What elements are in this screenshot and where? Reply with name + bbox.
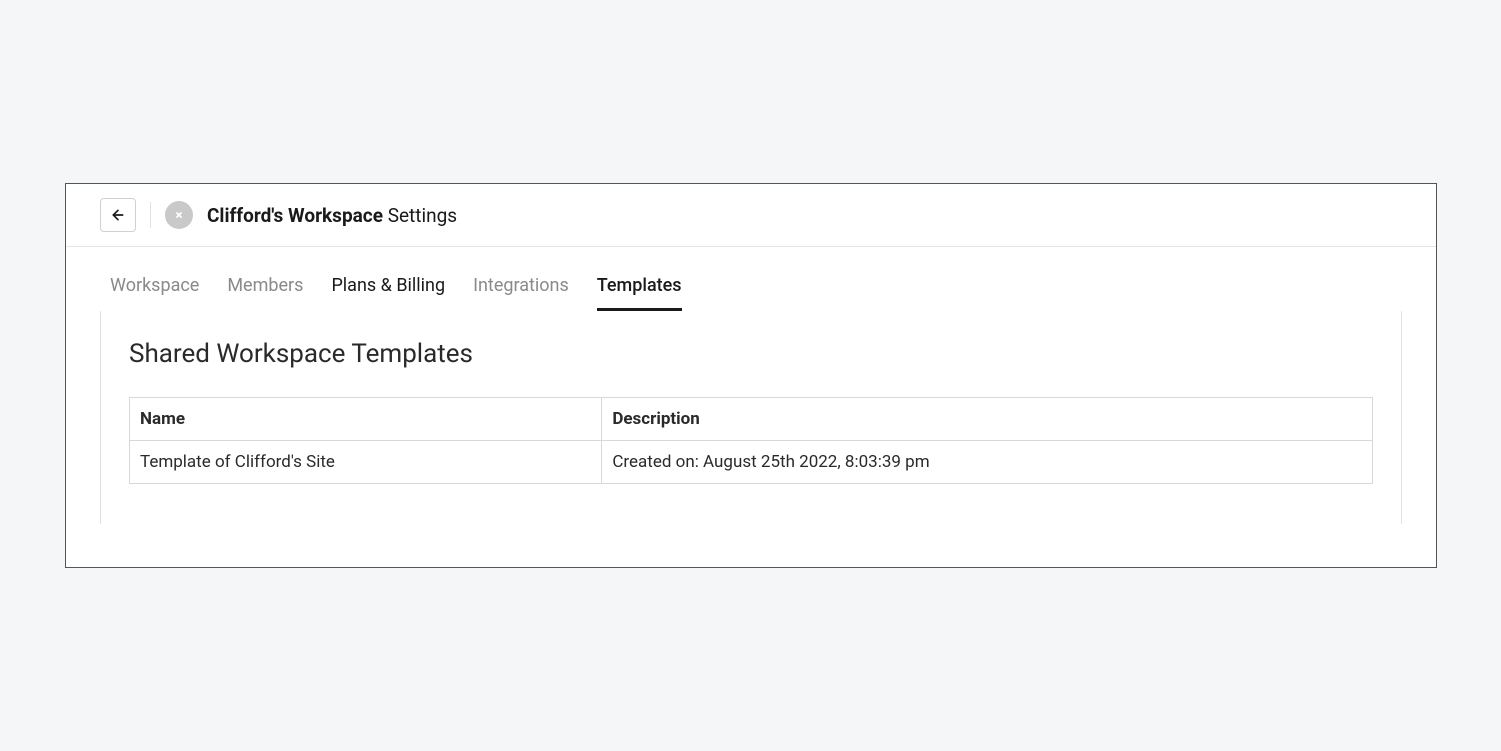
header-divider: [150, 202, 151, 228]
workspace-name: Clifford's Workspace: [207, 204, 383, 227]
settings-panel: Clifford's Workspace Settings Workspace …: [65, 183, 1437, 568]
content-card: Shared Workspace Templates Name Descript…: [100, 311, 1402, 524]
back-button[interactable]: [100, 198, 136, 232]
tab-plans-billing[interactable]: Plans & Billing: [331, 275, 445, 311]
tab-integrations[interactable]: Integrations: [473, 275, 569, 311]
table-row[interactable]: Template of Clifford's Site Created on: …: [130, 441, 1373, 484]
column-header-description: Description: [602, 398, 1373, 441]
section-title: Shared Workspace Templates: [129, 339, 1373, 369]
tab-templates[interactable]: Templates: [597, 275, 682, 311]
tab-members[interactable]: Members: [227, 275, 303, 311]
table-header-row: Name Description: [130, 398, 1373, 441]
cell-template-name: Template of Clifford's Site: [130, 441, 602, 484]
header-bar: Clifford's Workspace Settings: [66, 184, 1436, 247]
circle-x-icon: [172, 208, 186, 222]
templates-table: Name Description Template of Clifford's …: [129, 397, 1373, 484]
tabs-nav: Workspace Members Plans & Billing Integr…: [66, 275, 1436, 311]
column-header-name: Name: [130, 398, 602, 441]
workspace-icon: [165, 201, 193, 229]
tab-workspace[interactable]: Workspace: [110, 275, 199, 311]
arrow-left-icon: [110, 207, 126, 223]
page-title: Clifford's Workspace Settings: [207, 204, 457, 227]
title-suffix: Settings: [388, 204, 457, 227]
cell-template-description: Created on: August 25th 2022, 8:03:39 pm: [602, 441, 1373, 484]
